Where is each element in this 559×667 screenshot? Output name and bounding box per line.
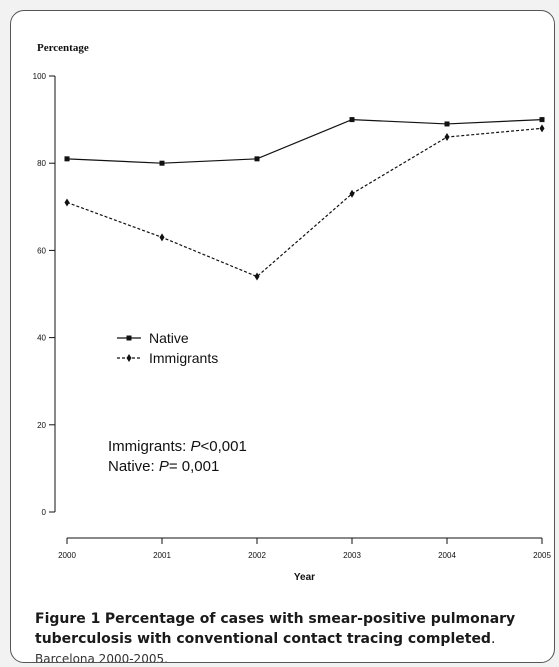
x-tick-label: 2003 [343,551,361,560]
x-axis-label: Year [294,572,315,583]
y-tick-label: 100 [33,72,47,81]
legend-immigrants-label: Immigrants [149,350,218,366]
x-tick-label: 2000 [58,551,76,560]
native-data-point [159,160,165,166]
p-value-annotation: Native: P= 0,001 [108,458,219,475]
x-tick-label: 2001 [153,551,171,560]
native-data-point [254,156,260,162]
y-tick-label: 80 [37,159,46,168]
legend-native-label: Native [149,330,189,346]
y-tick-label: 60 [37,246,46,255]
x-tick-label: 2004 [438,551,456,560]
native-data-point [64,156,70,162]
native-series-line [66,118,543,164]
immigrants-data-point [349,189,355,198]
caption-end: . [490,631,496,647]
y-tick-label: 40 [37,334,46,343]
immigrants-data-point [64,198,70,207]
y-axis-label: Percentage [37,42,89,54]
line-chart: Percentage 0 20 40 60 80 100 2000 2001 2002 2003 20… [33,42,552,583]
immigrants-data-point [444,133,450,142]
figure-frame: Percentage 0 20 40 60 80 100 2000 2001 2002 2003 20… [10,10,555,663]
immigrants-data-point [254,272,260,281]
caption-figure-label: Figure 1 [35,611,101,627]
native-data-point [349,117,355,123]
legend-immigrants-marker [126,354,132,362]
p-value-annotation: Immigrants: P<0,001 [108,438,247,455]
immigrants-data-point [159,233,165,242]
immigrants-series-line [66,127,543,278]
y-tick-label: 20 [37,421,46,430]
x-tick-label: 2005 [533,551,551,560]
x-tick-label: 2002 [248,551,266,560]
chart-series [64,117,545,281]
caption-subtitle: Barcelona 2000-2005. [35,652,168,663]
chart-axes: Percentage 0 20 40 60 80 100 2000 2001 2002 2003 20… [33,42,552,583]
native-data-point [539,117,545,123]
legend-native-marker [126,335,132,341]
immigrants-data-point [539,124,545,133]
chart-legend: Native Immigrants [117,330,218,366]
chart-annotations: Immigrants: P<0,001 Native: P= 0,001 [108,438,247,475]
caption-title: Percentage of cases with smear-positive … [35,611,516,647]
native-data-point [444,121,450,127]
y-tick-label: 0 [42,508,47,517]
figure-caption: Figure 1 Percentage of cases with smear-… [35,609,554,663]
